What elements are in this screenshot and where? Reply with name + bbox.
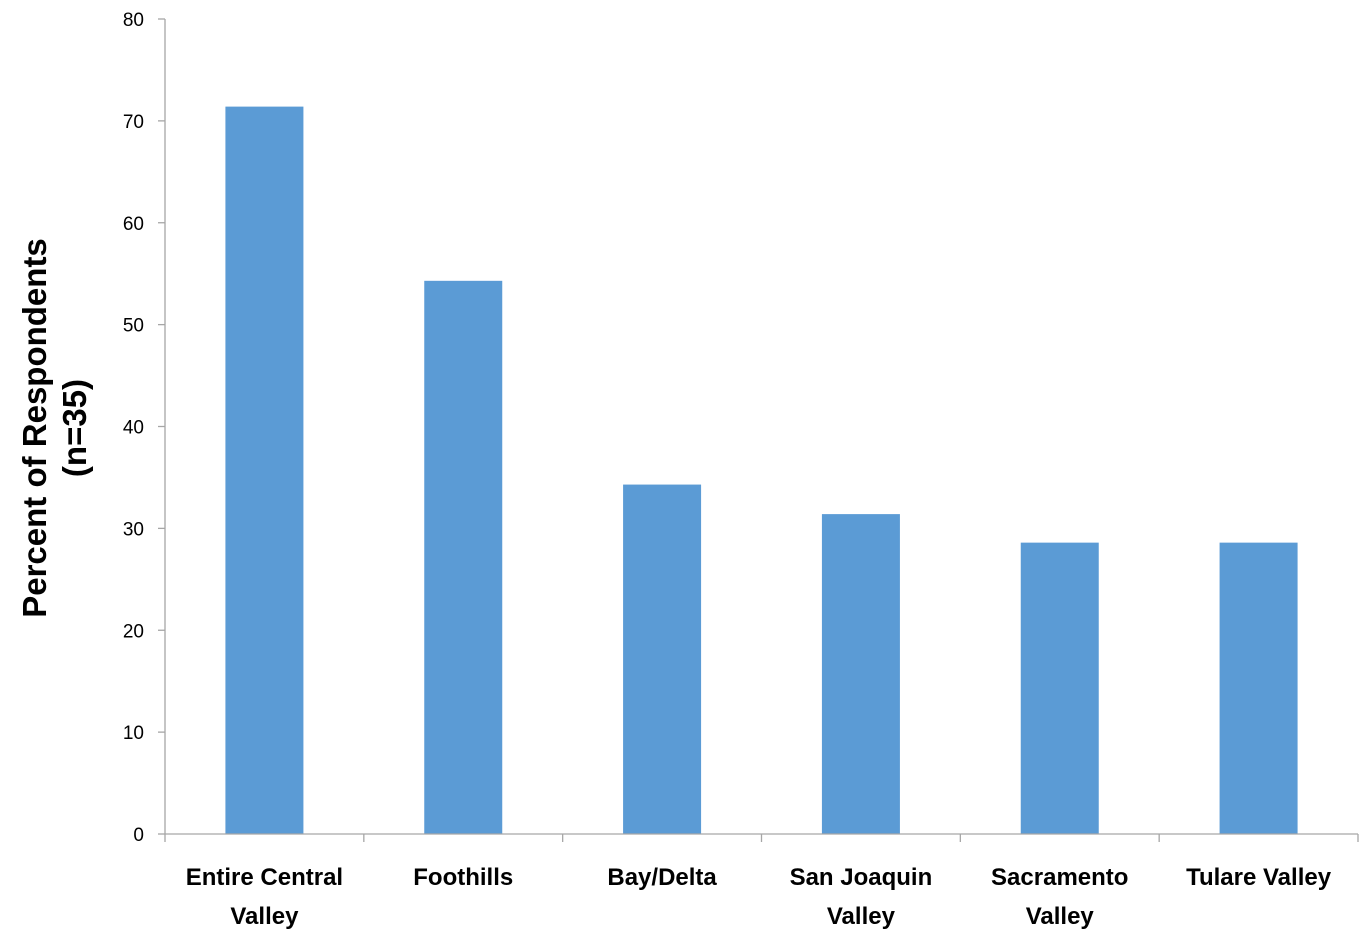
y-tick-label: 30 [123, 519, 144, 540]
x-category-label: Foothills [413, 864, 513, 891]
x-axis-labels: Entire Central Valley Foothills Bay/Delta Sa… [186, 864, 1332, 930]
y-tick-label: 60 [123, 214, 144, 235]
x-category-label: Valley [1026, 903, 1095, 930]
y-tick-label: 70 [123, 112, 144, 133]
y-tick-label: 20 [123, 621, 144, 642]
y-tick-label: 80 [123, 10, 144, 31]
x-category-label: Tulare Valley [1186, 864, 1332, 891]
y-tick-label: 10 [123, 723, 144, 744]
y-axis-label-line-1: Percent of Respondents [16, 238, 53, 618]
bar [424, 280, 503, 835]
x-category-label: Entire Central [186, 864, 343, 891]
x-category-label: San Joaquin [790, 864, 933, 891]
x-category-label: Valley [230, 903, 299, 930]
x-category-label: Sacramento [991, 864, 1128, 891]
y-tick-label: 40 [123, 418, 144, 439]
x-category-label: Bay/Delta [607, 864, 717, 891]
y-axis-label: Percent of Respondents (n=35) [16, 238, 93, 618]
x-axis-ticks [164, 834, 1359, 842]
y-axis-label-line-2: (n=35) [56, 379, 93, 477]
bar [1219, 542, 1298, 834]
y-tick-label: 50 [123, 316, 144, 337]
bar [1020, 542, 1099, 834]
bar [821, 514, 900, 834]
y-tick-label: 0 [133, 825, 144, 846]
bar [623, 484, 702, 834]
bar [225, 106, 304, 835]
x-category-label: Valley [827, 903, 896, 930]
y-axis-ticks: 0 10 20 30 40 50 60 70 80 [123, 10, 165, 846]
bars [225, 106, 1298, 835]
